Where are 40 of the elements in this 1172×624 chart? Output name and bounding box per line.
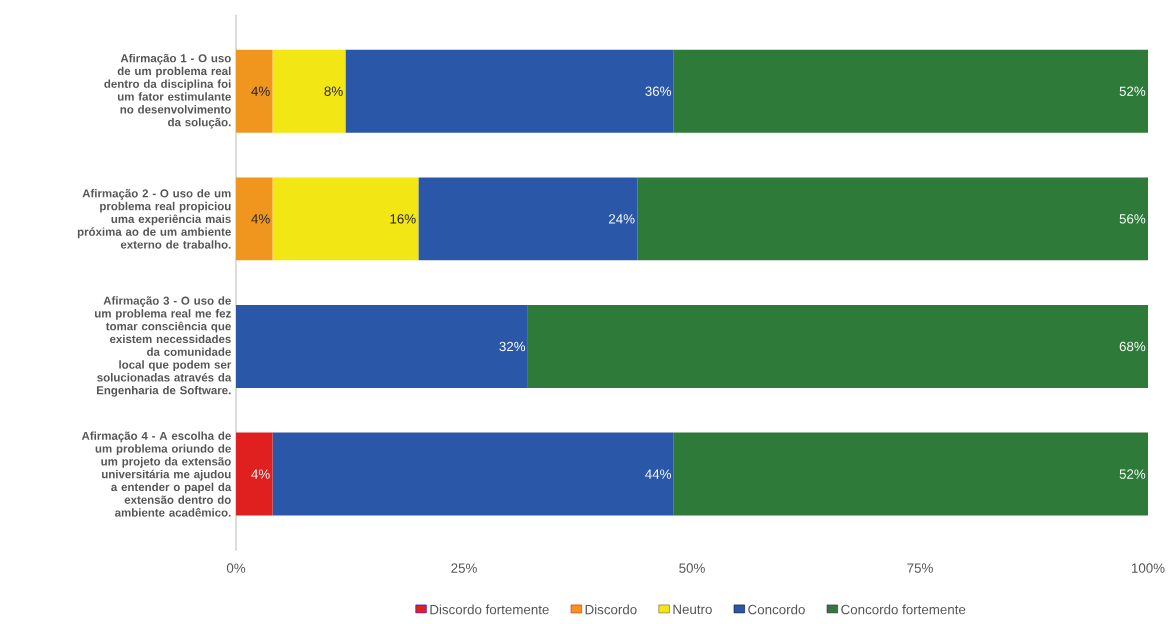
x-tick-label: 50%	[679, 563, 705, 573]
data-label: 4%	[251, 469, 270, 479]
legend-label: Concordo	[748, 604, 805, 615]
bar	[637, 177, 1148, 261]
bar	[418, 177, 638, 261]
bar	[272, 177, 419, 261]
legend-label: Discordo	[585, 604, 637, 615]
y-tick-label: Afirmação 4 - A escolha de um problema oriundo de um projeto da extensão universitária me ajudou a entender o papel da extensão dentro do ambiente acadêmico.	[81, 431, 232, 517]
bar	[236, 49, 273, 133]
data-label: 36%	[645, 86, 672, 96]
data-label: 4%	[251, 86, 270, 96]
bar	[673, 49, 1148, 133]
legend-label: Neutro	[673, 604, 712, 615]
data-label: 52%	[1119, 469, 1146, 479]
y-tick-label: Afirmação 3 - O uso de um problema real me fez tomar consciência que existem necessidades da comunidade local que podem ser solucionadas através da Engenharia de Software.	[95, 296, 232, 397]
x-tick-label: 25%	[451, 563, 477, 573]
y-tick-label: Afirmação 1 - O uso de um problema real dentro da disciplina foi um fator estimulante no desenvolvimento da solução.	[104, 53, 231, 129]
bar	[236, 305, 528, 388]
data-label: 16%	[390, 214, 416, 224]
data-label: 4%	[251, 214, 270, 224]
bar	[673, 432, 1148, 516]
bar	[272, 432, 674, 516]
data-label: 32%	[499, 341, 526, 352]
data-label: 68%	[1119, 341, 1146, 352]
bar	[345, 49, 674, 133]
data-label: 44%	[645, 469, 672, 479]
x-tick-label: 0%	[226, 563, 246, 573]
bar	[527, 305, 1148, 388]
data-label: 52%	[1119, 86, 1146, 96]
bar	[272, 49, 346, 133]
data-label: 24%	[609, 214, 635, 224]
x-tick-label: 100%	[1131, 563, 1165, 573]
legend-label: Discordo fortemente	[430, 604, 549, 615]
data-label: 8%	[324, 86, 343, 96]
legend-label: Concordo fortemente	[841, 604, 966, 615]
y-tick-label: Afirmação 2 - O uso de um problema real propiciou uma experiência mais próxima ao de um ambiente externo de trabalho.	[77, 189, 231, 249]
data-label: 56%	[1119, 214, 1146, 224]
x-tick-label: 75%	[907, 563, 933, 573]
bar	[236, 177, 273, 261]
bar	[236, 432, 273, 516]
